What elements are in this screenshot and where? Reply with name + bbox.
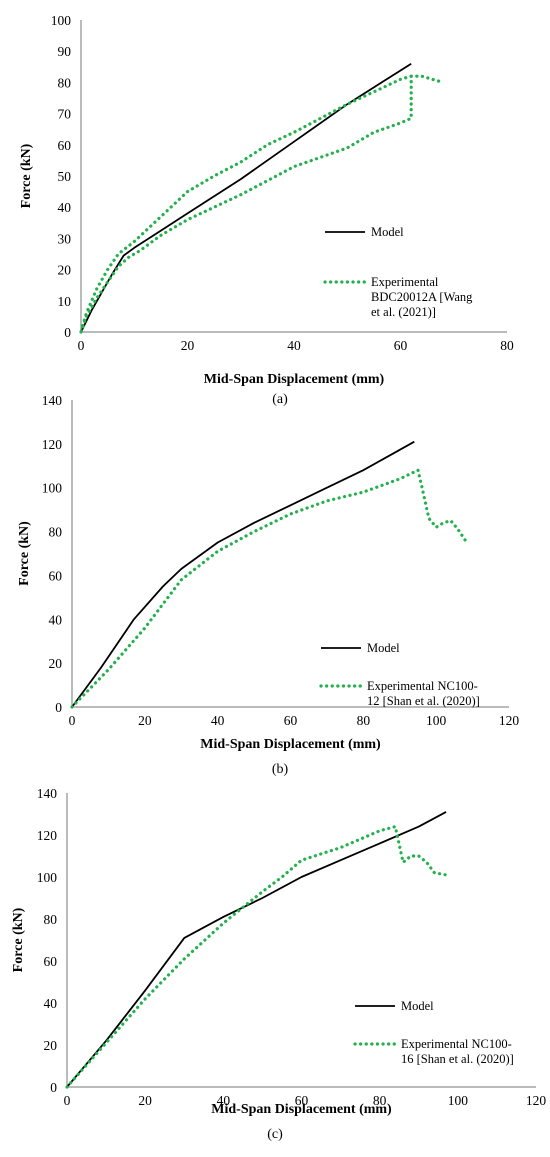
y-axis-label: Force (kN) <box>11 907 26 972</box>
legend-label: Experimental <box>371 275 439 289</box>
panel-caption: (a) <box>272 392 288 407</box>
y-tick-label: 140 <box>37 786 58 801</box>
y-tick-label: 10 <box>58 294 72 309</box>
legend-label: 12 [Shan et al. (2020)] <box>367 694 480 708</box>
x-tick-label: 60 <box>284 713 298 728</box>
x-tick-label: 60 <box>295 1093 309 1108</box>
series-line-model <box>80 62 412 333</box>
x-axis-label: Mid-Span Displacement (mm) <box>200 737 381 752</box>
x-tick-label: 120 <box>526 1093 547 1108</box>
series-line-experimental <box>79 74 413 334</box>
legend: Model Experimental NC100-12 [Shan et al. … <box>319 641 480 708</box>
legend-label: Model <box>401 999 434 1013</box>
panel-caption: (c) <box>267 1127 283 1142</box>
y-tick-label: 50 <box>58 169 72 184</box>
legend: Model Experimental NC100-16 [Shan et al. … <box>353 999 514 1066</box>
y-tick-label: 20 <box>44 1038 58 1053</box>
x-tick-label: 100 <box>448 1093 469 1108</box>
x-tick-label: 60 <box>394 338 408 353</box>
y-axis-label: Force (kN) <box>19 143 34 208</box>
panel-caption: (b) <box>272 762 289 777</box>
x-axis-label: Mid-Span Displacement (mm) <box>204 372 385 387</box>
x-tick-label: 120 <box>499 713 520 728</box>
y-tick-label: 20 <box>58 263 72 278</box>
y-tick-label: 40 <box>49 612 63 627</box>
x-tick-label: 20 <box>138 713 152 728</box>
y-tick-label: 80 <box>49 525 63 540</box>
y-tick-label: 60 <box>58 138 72 153</box>
chart-panel-0: 0 10 20 30 40 50 60 70 80 90 100 0 20 40 60 80 Mid-Span … <box>19 13 514 407</box>
legend-label: Experimental NC100- <box>401 1037 512 1051</box>
y-tick-label: 40 <box>44 996 58 1011</box>
y-tick-label: 60 <box>49 568 63 583</box>
series-line-experimental <box>409 74 445 85</box>
y-tick-label: 120 <box>37 828 58 843</box>
legend-label: et al. (2021)] <box>371 305 436 319</box>
series-line-experimental <box>65 824 448 1089</box>
y-tick-label: 80 <box>58 75 72 90</box>
x-tick-label: 100 <box>426 713 447 728</box>
x-tick-label: 20 <box>181 338 195 353</box>
x-tick-label: 40 <box>211 713 225 728</box>
y-tick-label: 40 <box>58 200 72 215</box>
x-tick-label: 80 <box>357 713 371 728</box>
chart-panel-2: 0 20 40 60 80 100 120 140 0 20 40 60 80 100 120 Mid-Spa… <box>11 786 546 1142</box>
x-tick-label: 0 <box>64 1093 71 1108</box>
y-tick-label: 0 <box>50 1080 57 1095</box>
y-tick-label: 140 <box>42 393 63 408</box>
y-tick-label: 30 <box>58 231 72 246</box>
y-tick-label: 80 <box>44 912 58 927</box>
y-tick-label: 60 <box>44 954 58 969</box>
x-tick-label: 40 <box>217 1093 231 1108</box>
x-tick-label: 80 <box>500 338 514 353</box>
y-tick-label: 100 <box>51 13 72 28</box>
legend-label: Model <box>371 225 404 239</box>
legend-label: Experimental NC100- <box>367 679 478 693</box>
series-line-model <box>66 811 447 1088</box>
y-tick-label: 90 <box>58 44 72 59</box>
legend-label: 16 [Shan et al. (2020)] <box>401 1052 514 1066</box>
y-tick-label: 20 <box>49 656 63 671</box>
x-tick-label: 80 <box>373 1093 387 1108</box>
y-tick-label: 70 <box>58 107 72 122</box>
x-tick-label: 40 <box>287 338 301 353</box>
x-axis-label: Mid-Span Displacement (mm) <box>211 1102 392 1117</box>
y-tick-label: 0 <box>55 700 62 715</box>
series-line-model <box>71 440 415 708</box>
series-line-experimental <box>70 468 467 709</box>
legend-label: Model <box>367 641 400 655</box>
x-tick-label: 0 <box>69 713 76 728</box>
y-tick-label: 100 <box>37 870 58 885</box>
y-tick-label: 0 <box>64 325 71 340</box>
legend-label: BDC20012A [Wang <box>371 290 473 304</box>
x-tick-label: 20 <box>138 1093 152 1108</box>
x-tick-label: 0 <box>78 338 85 353</box>
y-axis-label: Force (kN) <box>17 521 32 586</box>
y-tick-label: 100 <box>42 481 63 496</box>
chart-panel-1: 0 20 40 60 80 100 120 140 0 20 40 60 80 100 120 Mid-Spa… <box>17 393 519 777</box>
y-tick-label: 120 <box>42 437 63 452</box>
